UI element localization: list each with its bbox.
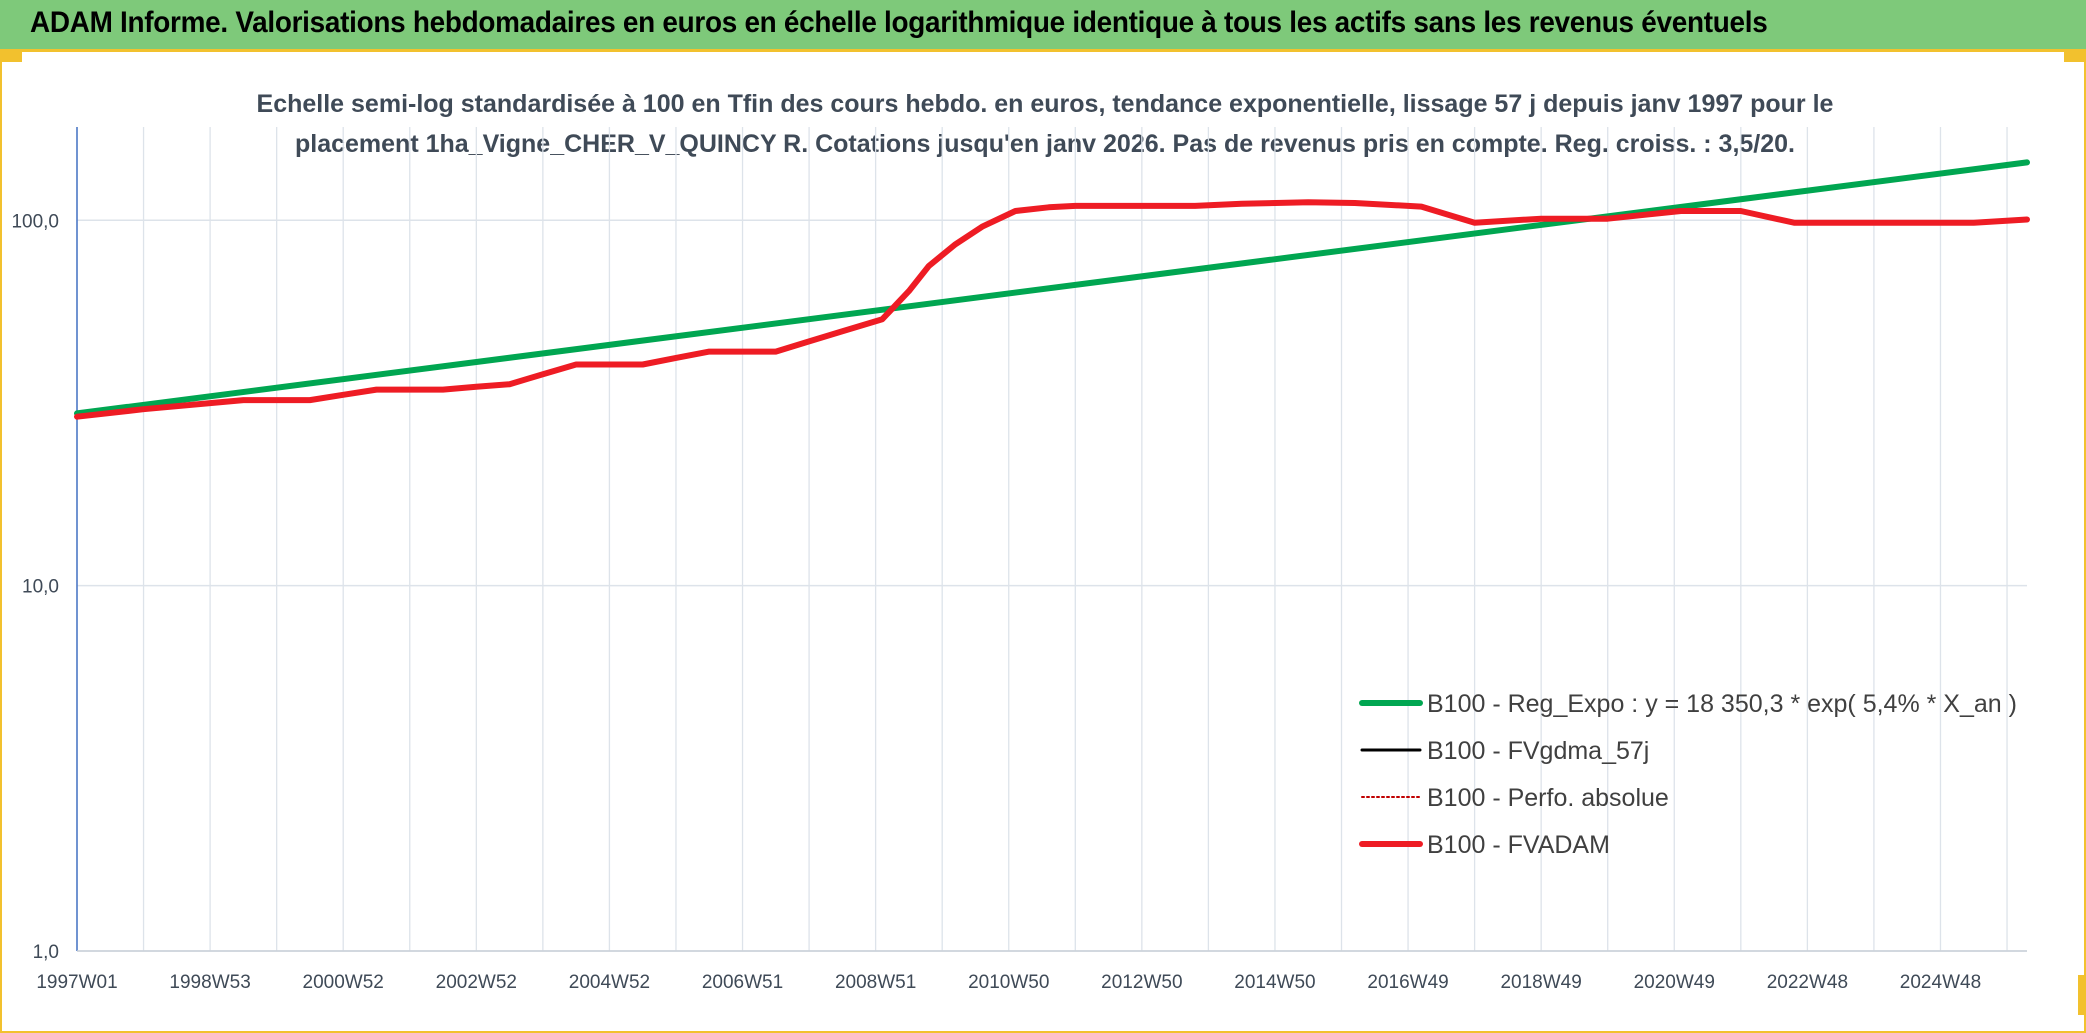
legend: B100 - Reg_Expo : y = 18 350,3 * exp( 5,… — [1359, 690, 2017, 859]
y-tick-label: 10,0 — [22, 577, 59, 598]
x-tick-label: 2020W49 — [1634, 972, 1715, 993]
x-tick-label: 2016W49 — [1367, 972, 1448, 993]
y-tick-label: 1,0 — [33, 942, 59, 963]
y-tick-labels: 1,0 10,0 100,0 — [11, 211, 59, 963]
x-tick-label: 2010W50 — [968, 972, 1049, 993]
x-tick-label: 1997W01 — [36, 972, 117, 993]
x-tick-labels: 1997W01 1998W53 2000W52 2002W52 2004W52 2006W… — [36, 972, 1981, 993]
legend-label-perfo: B100 - Perfo. absolue — [1427, 784, 1669, 812]
chart-title-line-2: placement 1ha_Vigne_CHER_V_QUINCY R. Cot… — [295, 130, 1795, 158]
legend-label-adam: B100 - FVADAM — [1427, 831, 1610, 859]
x-tick-label: 2012W50 — [1101, 972, 1182, 993]
x-tick-label: 2022W48 — [1767, 972, 1848, 993]
page-title: ADAM Informe. Valorisations hebdomadaire… — [30, 6, 1768, 39]
axis-layer — [76, 127, 2027, 952]
x-tick-label: 2004W52 — [569, 972, 650, 993]
series-layer — [74, 159, 2030, 420]
series-line-adam — [74, 199, 2030, 420]
chart-title-line-1: Echelle semi-log standardisée à 100 en T… — [256, 90, 1834, 118]
x-tick-label: 1998W53 — [169, 972, 250, 993]
grid-layer — [76, 127, 2027, 952]
x-tick-label: 2018W49 — [1500, 972, 1581, 993]
x-tick-label: 2014W50 — [1234, 972, 1315, 993]
x-tick-label: 2024W48 — [1900, 972, 1981, 993]
corner-marker-left — [0, 52, 22, 62]
legend-label-trend: B100 - Reg_Expo : y = 18 350,3 * exp( 5,… — [1427, 690, 2017, 718]
header-bar: ADAM Informe. Valorisations hebdomadaire… — [0, 0, 2086, 52]
x-tick-label: 2008W51 — [835, 972, 916, 993]
x-tick-label: 2000W52 — [303, 972, 384, 993]
series-line-trend — [74, 159, 2030, 417]
legend-label-gdma: B100 - FVgdma_57j — [1427, 737, 1649, 765]
x-tick-label: 2006W51 — [702, 972, 783, 993]
x-tick-label: 2002W52 — [436, 972, 517, 993]
corner-marker-bottom-right — [2078, 975, 2086, 1015]
corner-marker-right — [2064, 52, 2086, 62]
chart-title: Echelle semi-log standardisée à 100 en T… — [240, 84, 1850, 164]
y-tick-label: 100,0 — [11, 211, 59, 232]
